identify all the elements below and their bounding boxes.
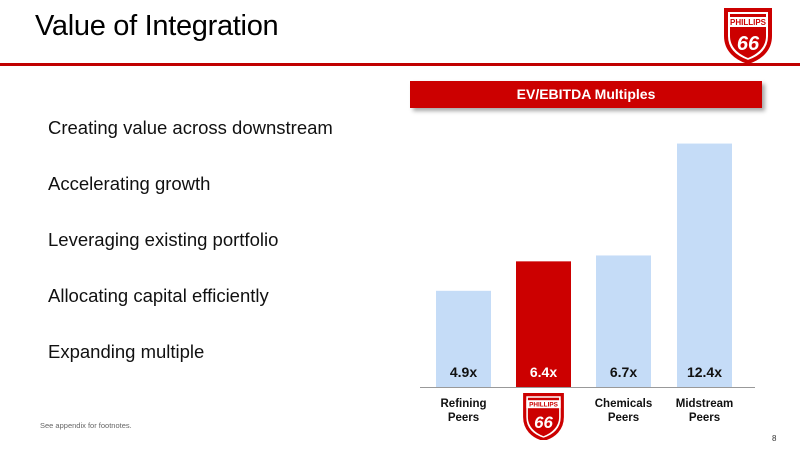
svg-text:PHILLIPS: PHILLIPS <box>529 402 558 409</box>
category-logo-icon: PHILLIPS 66 <box>523 393 564 440</box>
category-label-3-1: Peers <box>689 412 720 424</box>
category-label-2-0: Chemicals <box>595 398 653 410</box>
data-label-2: 6.7x <box>610 364 637 380</box>
svg-text:PHILLIPS: PHILLIPS <box>730 18 767 27</box>
category-label-0-1: Peers <box>448 412 479 424</box>
svg-text:66: 66 <box>737 33 760 55</box>
page-number: 8 <box>772 434 777 443</box>
category-label-2-1: Peers <box>608 412 639 424</box>
slide-title: Value of Integration <box>35 10 279 42</box>
bar-3 <box>677 143 732 387</box>
category-label-3-0: Midstream <box>676 398 734 410</box>
chart-title: EV/EBITDA Multiples <box>410 81 762 108</box>
bar-2 <box>596 255 651 387</box>
data-label-3: 12.4x <box>687 364 722 380</box>
bar-0 <box>436 290 491 387</box>
bullet-item: Allocating capital efficiently <box>48 285 269 306</box>
title-rule <box>0 63 800 66</box>
footnote: See appendix for footnotes. <box>40 421 132 430</box>
data-label-1: 6.4x <box>530 364 557 380</box>
category-label-0-0: Refining <box>441 398 487 410</box>
bullet-item: Accelerating growth <box>48 173 211 194</box>
phillips-66-logo-icon: PHILLIPS 66 <box>724 8 772 64</box>
bullet-item: Leveraging existing portfolio <box>48 229 279 250</box>
bullet-list: Creating value across downstream Acceler… <box>48 104 333 384</box>
ev-ebitda-bar-chart: 4.9x Refining Peers 6.4x PHILLIPS 66 6.7x Chemi… <box>420 143 755 440</box>
bullet-item: Expanding multiple <box>48 341 205 362</box>
data-label-0: 4.9x <box>450 364 477 380</box>
svg-text:66: 66 <box>534 413 553 432</box>
bullet-item: Creating value across downstream <box>48 117 333 138</box>
bar-1 <box>516 261 571 387</box>
